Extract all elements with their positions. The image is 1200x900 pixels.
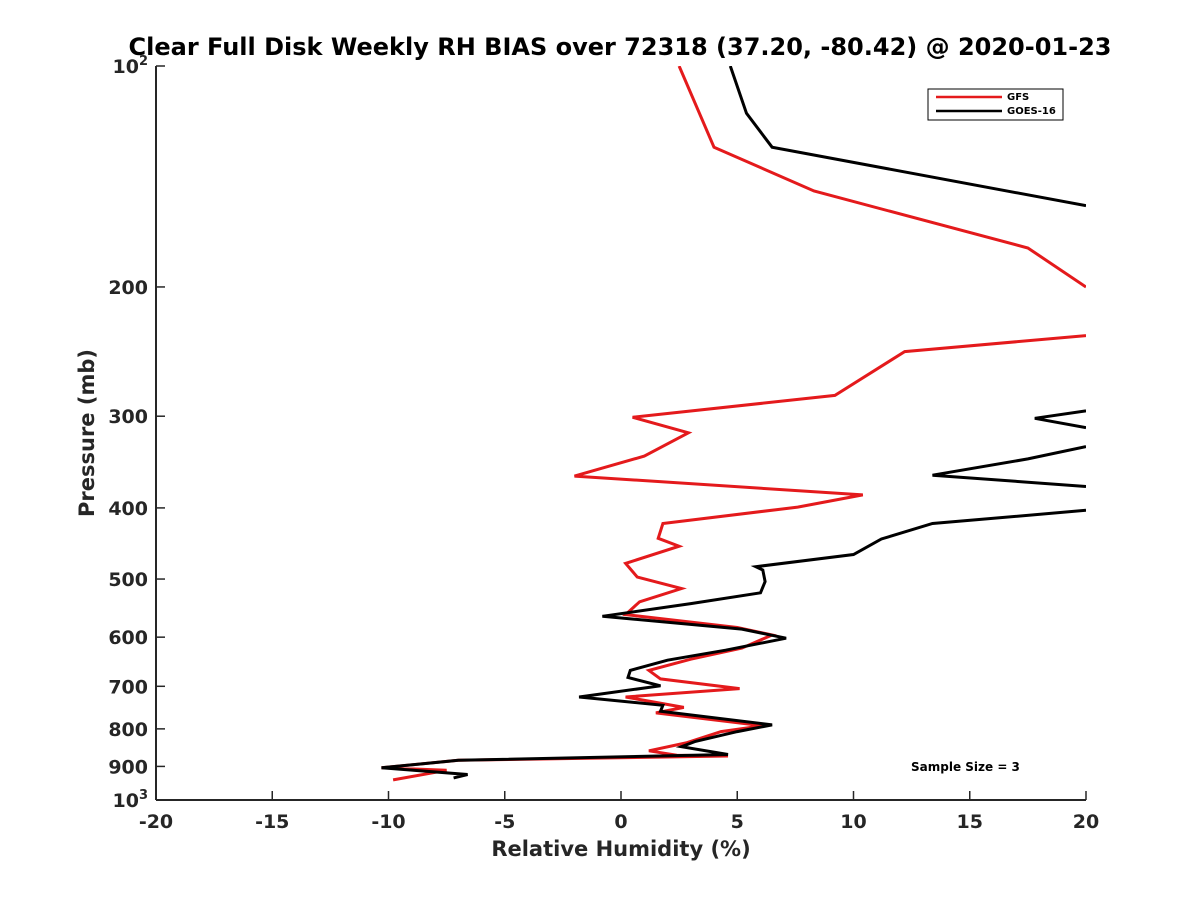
y-tick-label: 700 [108,676,148,698]
chart-title: Clear Full Disk Weekly RH BIAS over 7231… [129,33,1112,61]
legend-box [927,88,1064,121]
x-tick-label: -15 [255,811,289,833]
y-axis-label: Pressure (mb) [75,349,99,517]
y-tick-label: 600 [108,627,148,649]
x-tick-label: 5 [731,811,744,833]
y-tick-label: 103 [113,788,149,812]
legend-label-gfs: GFS [1007,92,1029,103]
y-tick-label: 300 [108,406,148,428]
x-tick-label: 20 [1073,811,1099,833]
legend: GFS GOES-16 [927,88,1064,121]
series-line-gfs [381,66,1086,782]
y-tick-label: 102 [113,54,149,78]
y-tick-label: 500 [108,569,148,591]
x-tick-label: -20 [139,811,173,833]
x-tick-label: 0 [614,811,627,833]
y-tick-label: 200 [108,277,148,299]
series-line-goes16 [381,66,1086,780]
ticks: -20 -15 -10 -5 0 5 10 15 20 102 200 300 400 500 600 700… [108,54,1099,833]
x-axis-label: Relative Humidity (%) [491,837,750,861]
x-tick-label: 10 [840,811,866,833]
series-layer [381,66,1086,782]
x-tick-label: -10 [371,811,405,833]
y-tick-label: 400 [108,498,148,520]
y-tick-label: 800 [108,719,148,741]
sample-size-annotation: Sample Size = 3 [911,760,1020,774]
x-tick-label: -5 [494,811,515,833]
y-tick-label: 900 [108,756,148,778]
legend-label-goes16: GOES-16 [1007,106,1056,117]
x-tick-label: 15 [957,811,983,833]
